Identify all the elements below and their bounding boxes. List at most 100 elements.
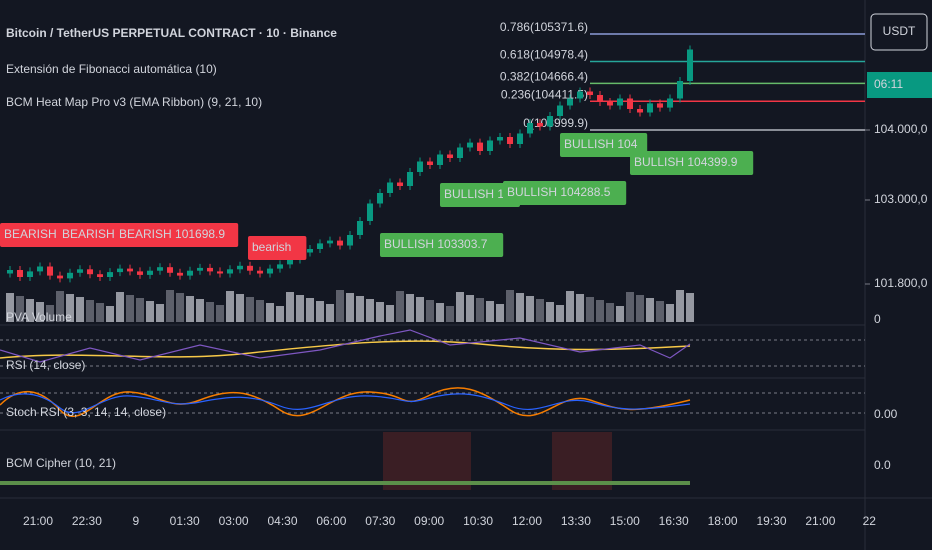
time-label: 19:30 [756,514,786,528]
time-label: 06:00 [316,514,346,528]
volume-bar [506,290,514,322]
volume-bar [206,302,214,322]
candle [507,136,513,144]
signal-label: BULLISH 104288.5 [507,185,611,199]
volume-bar [566,291,574,322]
candle [27,271,33,277]
volume-bar [496,304,504,322]
candle [317,243,323,249]
signal-label: BULLISH 104 [564,137,638,151]
candle [367,203,373,221]
y-tick-label: 103.000,0 [874,192,928,206]
volume-bar [376,302,384,322]
candle [97,274,103,277]
volume-bar [46,305,54,322]
candle [647,103,653,113]
candle [447,154,453,158]
volume-bar [216,305,224,322]
pane-title: PVA Volume [6,310,72,324]
fib-label: 0.618(104978.4) [500,48,588,62]
volume-bar [26,299,34,322]
countdown: 06:11 [874,77,903,91]
volume-bar [536,299,544,322]
price-plot: 0.786(105371.6) 0.618(104978.4) 0.382(1046… [6,20,865,322]
time-label: 21:00 [23,514,53,528]
time-label: 03:00 [219,514,249,528]
candle [387,182,393,193]
volume-bar [196,299,204,322]
candle [527,122,533,134]
time-label: 01:30 [170,514,200,528]
signal-label: BEARISH 101698.9 [119,227,225,241]
candle [77,269,83,273]
signal-box [560,133,648,157]
time-label: 15:00 [610,514,640,528]
time-label: 16:30 [659,514,689,528]
volume-bar [466,295,474,322]
volume-bar [356,296,364,322]
volume-bar [486,301,494,322]
volume-bar [36,302,44,322]
volume-bar [246,297,254,322]
price-tag [867,72,932,98]
candle [397,182,403,186]
currency-button[interactable] [870,13,928,51]
candle [457,147,463,158]
time-label: 12:00 [512,514,542,528]
volume-bar [576,294,584,322]
candle [607,101,613,106]
candle [497,136,503,141]
candle [177,272,183,276]
candle [557,105,563,116]
volume-bar [316,301,324,322]
volume-bar [626,292,634,322]
signal-label: BULLISH 104399.9 [634,155,738,169]
signal-box [115,223,239,247]
candle [687,49,693,81]
candle [567,98,573,106]
volume-bar [336,290,344,322]
volume-bar [386,305,394,322]
candle [137,271,143,275]
volume-bar [276,306,284,322]
volume-bar [676,290,684,322]
volume-bar [236,294,244,322]
currency-label: USDT [883,24,916,38]
volume-bar [96,303,104,322]
volume-bar [686,293,694,322]
candle [167,267,173,273]
indicator-title: Extensión de Fibonacci automática (10) [6,62,217,76]
volume-bar [556,305,564,322]
volume-bar [516,293,524,322]
fib-label: 0.786(105371.6) [500,20,588,34]
time-label: 22 [863,514,877,528]
pane-title: RSI (14, close) [6,358,85,372]
volume-bar [526,296,534,322]
volume-bar [116,292,124,322]
volume-bar [346,293,354,322]
candle [427,161,433,165]
candle [157,267,163,271]
candle [627,98,633,109]
volume-bar [186,296,194,322]
candle [437,154,443,165]
volume-bar [616,306,624,322]
rsi-line [0,329,691,363]
candle [107,272,113,277]
volume-bar [166,290,174,322]
signal-label: BEARISH 10 [4,227,74,241]
candle [487,140,493,151]
candle [247,265,253,271]
volume-bar [366,299,374,322]
volume-bar [146,301,154,322]
signal-box [630,151,754,175]
time-label: 18:00 [708,514,738,528]
time-label: 9 [132,514,139,528]
signal-box [503,181,627,205]
candle [617,98,623,106]
volume-bar [446,306,454,322]
volume-bar [426,300,434,322]
candle [187,270,193,276]
candle [67,272,73,279]
